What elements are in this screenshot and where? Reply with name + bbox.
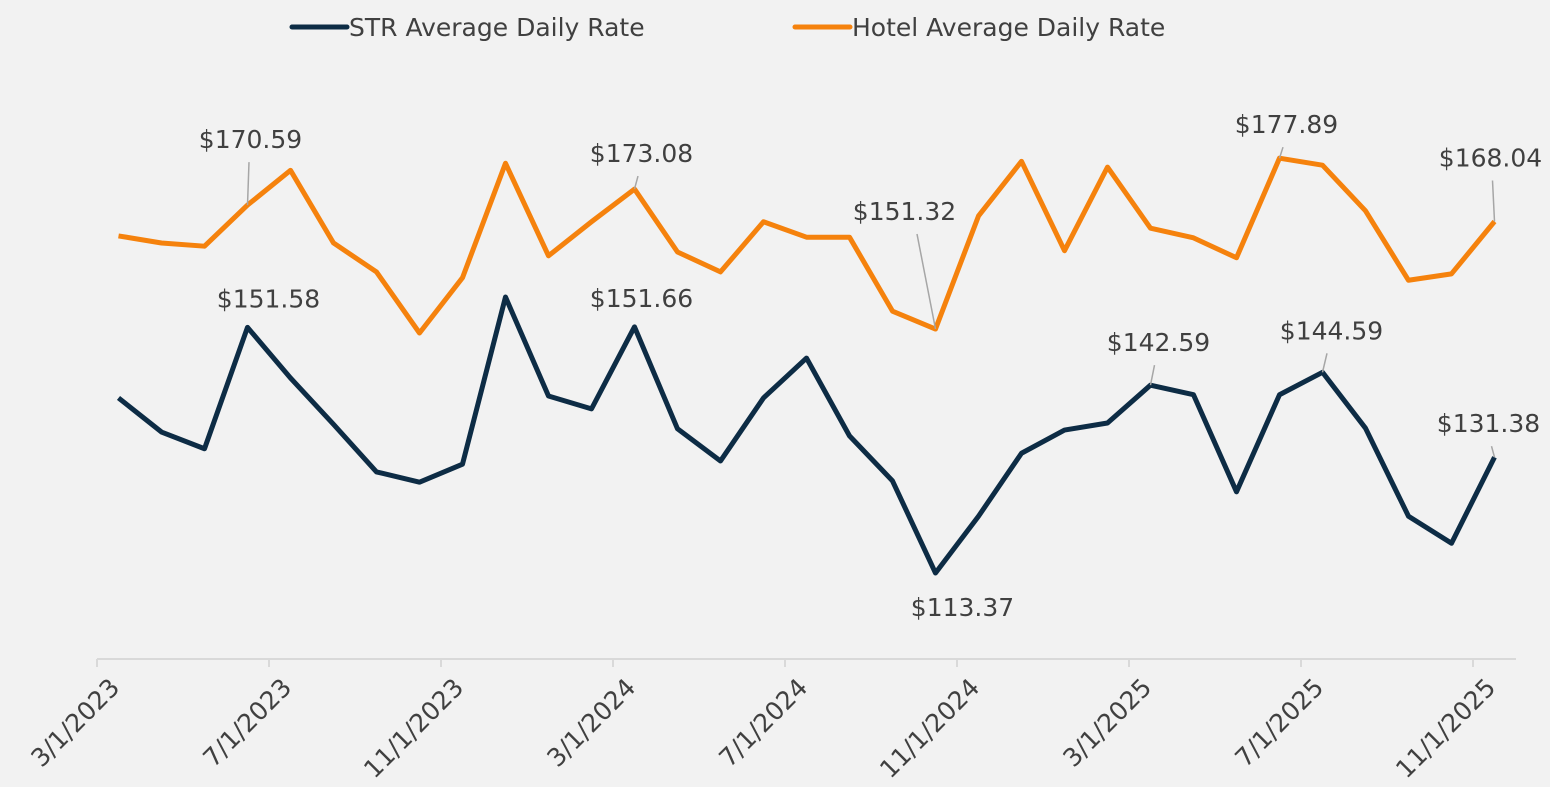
series-line (118, 155, 1497, 336)
leader-line (1321, 353, 1328, 373)
data-label: $144.59 (1280, 316, 1383, 345)
x-tick-label: 7/1/2024 (713, 673, 813, 773)
legend-label: STR Average Daily Rate (349, 13, 645, 42)
data-label: $168.04 (1439, 144, 1542, 173)
data-label: $142.59 (1107, 328, 1210, 357)
data-label: $177.89 (1235, 110, 1338, 139)
x-tick-label: 7/1/2025 (1229, 673, 1329, 773)
data-label: $170.59 (199, 125, 302, 154)
leader-line (1490, 446, 1496, 458)
leader-line (1278, 146, 1284, 159)
x-tick-label: 3/1/2023 (25, 673, 125, 773)
x-tick-label: 11/1/2025 (1390, 673, 1501, 784)
legend-label: Hotel Average Daily Rate (852, 13, 1165, 42)
data-label: $173.08 (590, 139, 693, 168)
data-label: $151.58 (217, 284, 320, 313)
x-tick-label: 11/1/2023 (358, 673, 469, 784)
data-label: $113.37 (911, 593, 1014, 622)
x-tick-label: 11/1/2024 (874, 673, 985, 784)
data-label: $131.38 (1437, 409, 1540, 438)
leader-line (916, 233, 937, 330)
x-tick-label: 3/1/2024 (541, 673, 641, 773)
leader-line (1149, 364, 1156, 386)
series-line (116, 294, 1497, 576)
x-tick-label: 3/1/2025 (1057, 673, 1157, 773)
leader-line (246, 162, 250, 206)
data-label: $151.32 (853, 197, 956, 226)
data-label: $151.66 (590, 284, 693, 313)
leader-line (633, 175, 639, 190)
x-tick-label: 7/1/2023 (197, 673, 297, 773)
leader-line (1491, 180, 1496, 222)
